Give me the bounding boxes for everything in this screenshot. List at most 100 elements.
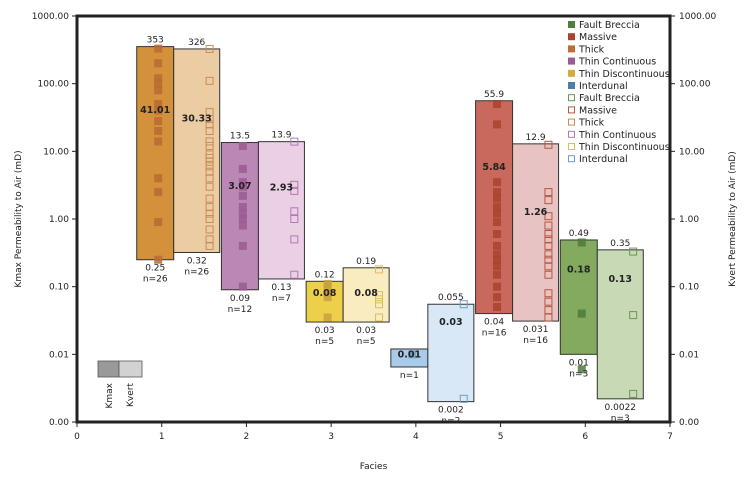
mean-value-label: 1.26	[524, 207, 548, 218]
data-point-marker	[493, 218, 502, 227]
legend-swatch-hollow	[568, 143, 575, 150]
sample-count-label: n=5	[357, 337, 376, 347]
data-point-marker	[154, 74, 163, 83]
data-point-marker	[290, 207, 299, 216]
bar-group-thin-continuous-kvert: 13.9 2.93 0.13n=7	[257, 131, 305, 304]
data-point-marker	[205, 209, 214, 218]
data-point-marker	[238, 215, 247, 223]
key-kmax-label: Kmax	[105, 382, 115, 408]
y-tick-label-left: 1000.00	[32, 12, 69, 22]
y-tick-label-left: 0.01	[49, 350, 69, 360]
max-value-label: 0.12	[315, 270, 335, 280]
data-point-marker	[238, 141, 247, 150]
data-point-marker	[493, 250, 502, 259]
data-point-marker	[238, 209, 247, 218]
min-value-label: 0.002	[438, 406, 464, 416]
sample-count-label: n=5	[315, 337, 334, 347]
y-tick-label-right: 1.00	[679, 215, 699, 225]
x-axis-title: Facies	[360, 462, 388, 472]
legend-label: Thick	[578, 44, 605, 55]
data-point-marker	[493, 178, 502, 187]
sample-count-label: n=3	[569, 369, 588, 379]
data-point-marker	[629, 247, 638, 256]
data-point-marker	[154, 100, 163, 109]
kmax-kvert-key: Kmax Kvert	[97, 360, 143, 409]
data-point-marker	[290, 215, 299, 223]
data-point-marker	[408, 350, 417, 359]
x-tick-label: 3	[328, 432, 334, 442]
data-point-marker	[577, 309, 586, 318]
mean-value-label: 0.03	[439, 317, 462, 328]
data-point-marker	[154, 188, 163, 197]
max-value-label: 55.9	[484, 90, 504, 100]
sample-count-label: n=7	[272, 294, 291, 304]
y-tick-label-right: 100.00	[679, 80, 711, 90]
legend-swatch-filled	[568, 82, 575, 89]
data-point-marker	[459, 394, 468, 403]
data-point-marker	[493, 255, 502, 264]
x-tick-label: 4	[413, 432, 419, 442]
data-point-marker	[493, 293, 502, 302]
data-point-marker	[493, 262, 502, 271]
data-point-marker	[154, 174, 163, 183]
sample-count-label: n=3	[611, 414, 630, 424]
y-tick-label-right: 1000.00	[679, 12, 716, 22]
data-point-marker	[493, 120, 502, 129]
min-value-label: 0.03	[356, 326, 376, 336]
data-point-marker	[154, 44, 163, 53]
min-value-label: 0.0022	[605, 403, 637, 413]
max-value-label: 326	[188, 38, 205, 48]
legend-swatch-hollow	[568, 118, 575, 126]
data-point-marker	[544, 313, 553, 322]
data-point-marker	[375, 295, 384, 304]
legend-swatch-filled	[568, 57, 575, 65]
min-value-label: 0.031	[523, 325, 549, 335]
data-point-marker	[238, 164, 247, 173]
legend-label: Thin Discontinuous	[578, 69, 670, 80]
max-value-label: 0.49	[569, 229, 589, 239]
data-point-marker	[493, 203, 502, 212]
bars-layer: 35341.010.25n=2632630.330.32n=2613.53.07…	[136, 36, 644, 427]
mean-value-label: 0.18	[567, 264, 591, 275]
data-point-marker	[238, 203, 247, 212]
y-tick-label-left: 0.00	[49, 418, 69, 428]
legend-label: Interdunal	[579, 154, 628, 165]
data-point-marker	[323, 313, 332, 322]
mean-value-label: 0.13	[609, 274, 632, 285]
mean-value-label: 0.01	[398, 349, 421, 360]
bar-group-thin-discontinuous-kvert: 0.19 0.08 0.03n=5	[342, 257, 390, 347]
data-point-marker	[493, 282, 502, 291]
legend-label: Fault Breccia	[579, 20, 640, 31]
data-point-marker	[154, 137, 163, 146]
y-tick-label-left: 0.10	[49, 283, 69, 293]
data-point-marker	[323, 282, 332, 291]
legend-swatch-hollow	[568, 130, 575, 138]
data-point-marker	[375, 265, 384, 274]
data-point-marker	[544, 250, 553, 259]
legend-label: Massive	[579, 32, 617, 43]
data-point-marker	[238, 182, 247, 191]
y-tick-label-right: 10.00	[679, 147, 705, 157]
data-point-marker	[154, 59, 163, 68]
sample-count-label: n=12	[228, 305, 253, 315]
data-point-marker	[577, 365, 586, 374]
legend-label: Interdunal	[579, 81, 628, 92]
mean-value-label: 0.08	[313, 288, 337, 299]
data-point-marker	[238, 221, 247, 230]
x-axis: 0 1 2 3 4 5 6 7	[74, 422, 673, 442]
data-point-marker	[205, 141, 214, 150]
data-point-marker	[154, 106, 163, 115]
data-point-marker	[154, 218, 163, 227]
data-point-marker	[205, 241, 214, 250]
data-point-marker	[205, 225, 214, 234]
bar-group-fault-breccia-kmax: 0.49 0.18 0.01n=3	[559, 229, 598, 379]
key-kmax-swatch	[97, 360, 120, 378]
x-tick-label: 1	[159, 432, 165, 442]
mean-value-label: 2.93	[270, 182, 293, 193]
data-point-marker	[375, 300, 384, 309]
right-y-axis: 1000.00 100.00 10.00 1.00 0.10 0.01 0.00	[670, 12, 716, 428]
data-point-marker	[544, 289, 553, 298]
data-point-marker	[544, 297, 553, 306]
